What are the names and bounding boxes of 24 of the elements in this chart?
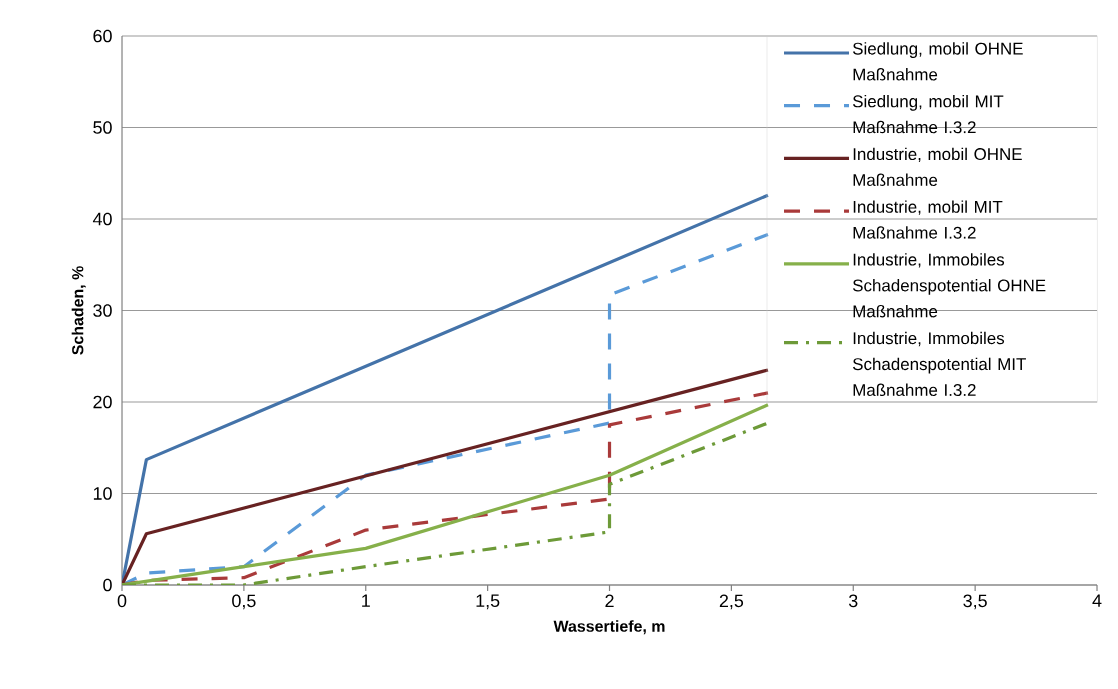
y-tick-label: 0 [103, 578, 112, 592]
y-tick-label: 10 [93, 487, 112, 500]
x-tick-label: 2 [605, 594, 614, 608]
legend-label: Industrie, mobil MIT Maßnahme I.3.2 [853, 200, 1003, 239]
x-tick-label: 4 [1092, 594, 1102, 607]
x-tick-label: 1,5 [476, 594, 500, 610]
y-axis-title: Schaden, % [71, 266, 86, 355]
x-tick-label: 1 [362, 594, 370, 607]
x-tick-label: 3 [848, 594, 858, 608]
y-tick-label: 50 [93, 121, 112, 134]
y-tick-label: 20 [93, 395, 112, 409]
y-tick-label: 30 [93, 304, 112, 317]
x-tick-label: 2,5 [719, 594, 744, 610]
y-tick-label: 60 [93, 29, 112, 43]
legend-label: Industrie, mobil OHNE Maßnahme [853, 147, 1022, 187]
legend-label: Siedlung, mobil OHNE Maßnahme [852, 42, 1023, 81]
x-tick-label: 0,5 [232, 594, 256, 610]
y-tick-label: 40 [92, 212, 112, 226]
legend-label: Industrie, Immobiles Schadenspotential OHNE Maßnahme [852, 253, 1046, 318]
legend-label: Industrie, Immobiles Schadenspotential MIT Maßnahme I.3.2 [852, 331, 1026, 397]
x-tick-label: 0 [117, 594, 127, 608]
legend-label: Siedlung, mobil MIT Maßnahme I.3.2 [852, 94, 1004, 134]
x-axis-title: Wassertiefe, m [553, 620, 665, 635]
x-tick-label: 3,5 [963, 594, 987, 610]
